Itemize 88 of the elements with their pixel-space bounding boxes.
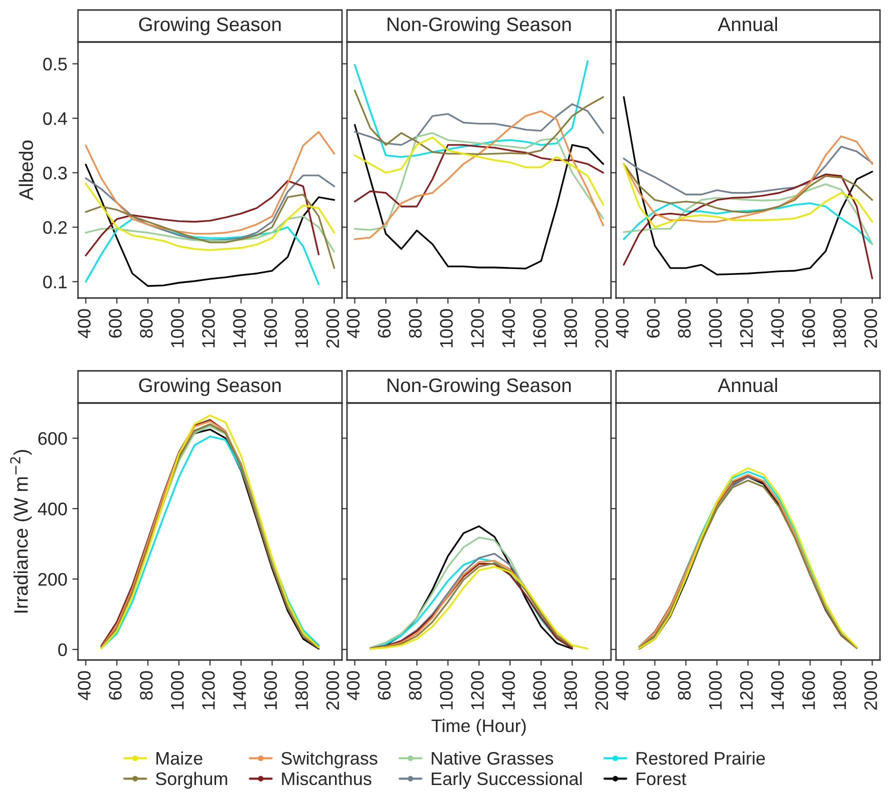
legend-label: Restored Prairie [636, 751, 765, 765]
y-tick-label: 0.1 [43, 276, 67, 288]
legend-label: Sorghum [156, 772, 228, 789]
x-tick-label: 2000 [595, 309, 608, 348]
x-tick-label: 400 [616, 671, 629, 700]
x-tick-label: 1000 [171, 671, 184, 710]
y-tick-label: 0.3 [43, 166, 67, 180]
x-tick-label: 1400 [502, 671, 515, 710]
x-tick-label: 1200 [471, 309, 484, 348]
x-tick-label: 400 [346, 671, 360, 700]
legend-label: Maize [156, 751, 202, 765]
chart-title: Non-Growing Season [388, 16, 571, 36]
legend-label: Native Grasses [432, 751, 554, 765]
y-tick-label: 0.4 [43, 112, 68, 125]
x-tick-label: 2000 [326, 309, 340, 348]
chart-title: Growing Season [139, 16, 281, 36]
y-tick-label: 600 [38, 432, 67, 445]
x-tick-label: 2000 [326, 671, 340, 710]
y-axis-title: Albedo [18, 140, 34, 200]
chart-title: Annual [718, 378, 777, 392]
x-axis-title: Time (Hour) [432, 718, 526, 736]
x-tick-label: 600 [108, 309, 122, 338]
x-tick-label: 1400 [771, 309, 784, 348]
x-tick-label: 1600 [264, 309, 277, 348]
x-tick-label: 1000 [709, 309, 722, 348]
line-series [84, 194, 336, 269]
x-tick-label: 800 [408, 309, 422, 338]
x-tick-label: 1600 [533, 671, 546, 710]
x-tick-label: 600 [378, 309, 391, 338]
x-tick-label: 1800 [295, 309, 308, 348]
x-tick-label: 1000 [440, 309, 453, 348]
line-series [84, 131, 336, 235]
x-tick-label: 1200 [740, 309, 753, 348]
x-tick-label: 1400 [502, 309, 515, 348]
x-tick-label: 800 [678, 309, 691, 338]
x-tick-label: 1600 [264, 671, 277, 710]
y-tick-label: 0.5 [43, 58, 67, 71]
x-tick-label: 1600 [533, 309, 546, 348]
x-tick-label: 1800 [295, 671, 308, 710]
x-tick-label: 600 [646, 671, 660, 700]
x-tick-label: 600 [646, 309, 660, 338]
x-tick-label: 1200 [202, 309, 215, 348]
line-series [178, 428, 320, 650]
x-tick-label: 600 [378, 671, 391, 700]
x-tick-label: 1400 [233, 309, 246, 348]
x-tick-label: 1200 [740, 671, 753, 710]
y-tick-label: 400 [38, 502, 67, 516]
x-tick-label: 800 [140, 671, 153, 700]
x-tick-label: 800 [140, 309, 153, 338]
x-tick-label: 1200 [202, 671, 215, 710]
chart-title: Growing Season [139, 378, 281, 396]
x-tick-label: 1400 [771, 671, 784, 710]
legend-label: Early Successional [432, 772, 582, 789]
x-tick-label: 2000 [595, 671, 608, 710]
x-tick-label: 1800 [833, 309, 846, 348]
x-tick-label: 2000 [864, 671, 878, 710]
x-tick-label: 1000 [171, 309, 184, 348]
line-series [84, 164, 336, 287]
chart-title: Annual [718, 16, 777, 32]
x-tick-label: 1200 [471, 671, 484, 710]
x-tick-label: 800 [408, 671, 422, 700]
x-tick-label: 1400 [233, 671, 246, 710]
line-series [84, 180, 320, 256]
x-tick-label: 2000 [864, 309, 878, 348]
x-tick-label: 1800 [833, 671, 846, 710]
x-tick-label: 1800 [564, 671, 578, 710]
legend-label: Miscanthus [282, 772, 372, 786]
line-series [84, 215, 336, 253]
y-axis-title: Irradiance (W m$^{−2}$) [10, 450, 32, 613]
legend-label: Switchgrass [281, 751, 378, 768]
x-tick-label: 1600 [802, 671, 815, 710]
x-tick-label: 1800 [564, 309, 578, 348]
chart-title: Non-Growing Season [388, 378, 571, 396]
x-tick-label: 1600 [802, 309, 815, 348]
legend-label: Forest [636, 772, 686, 786]
x-tick-label: 600 [108, 671, 122, 700]
line-series [84, 182, 336, 251]
x-tick-label: 400 [616, 309, 629, 338]
y-tick-label: 0 [58, 643, 67, 656]
x-tick-label: 400 [78, 671, 91, 700]
y-tick-label: 200 [38, 572, 67, 586]
x-tick-label: 400 [78, 309, 91, 338]
y-tick-label: 0.2 [43, 221, 67, 234]
line-series [84, 174, 336, 242]
x-tick-label: 1000 [440, 671, 453, 710]
x-tick-label: 800 [678, 671, 691, 700]
x-tick-label: 1000 [709, 671, 722, 710]
x-tick-label: 400 [346, 309, 360, 338]
